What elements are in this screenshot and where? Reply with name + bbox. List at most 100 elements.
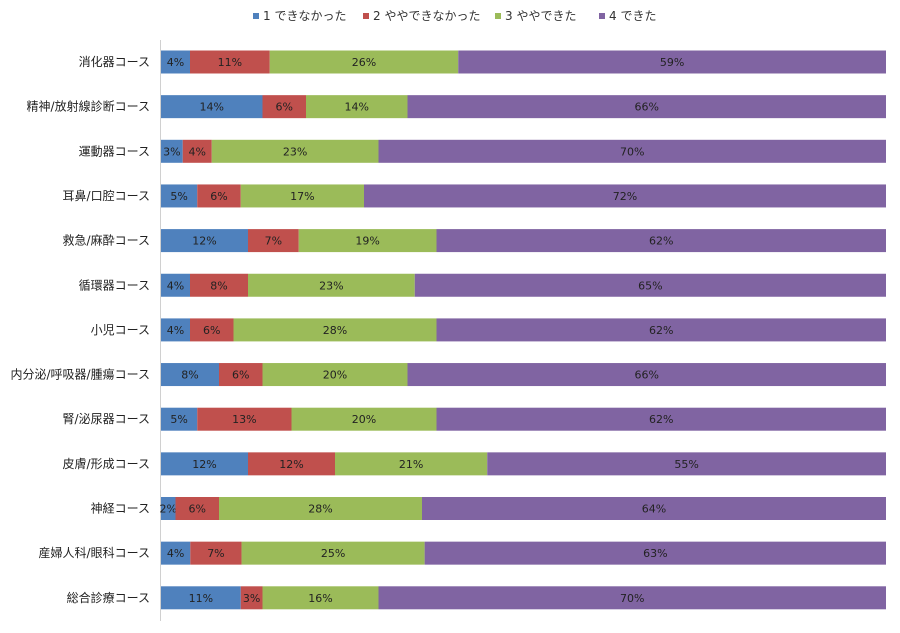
data-label: 72% <box>613 190 637 203</box>
data-label: 17% <box>290 190 314 203</box>
data-label: 5% <box>170 190 187 203</box>
bar-segment-3 <box>306 95 408 119</box>
data-label: 23% <box>319 279 343 292</box>
data-label: 62% <box>649 324 673 337</box>
bar-segment-1 <box>161 184 198 208</box>
bar-segment-2 <box>190 50 270 74</box>
data-label: 20% <box>323 369 347 382</box>
data-label: 20% <box>352 413 376 426</box>
bar-segment-2 <box>240 586 263 610</box>
category-label: 精神/放射線診断コース <box>27 99 150 114</box>
bar-segment-4 <box>407 363 886 387</box>
bars: 4% 11% 26% 59% 14% 6% 14% 66% 3% 4% 23% 70% 5% 6% 17% 7… <box>160 50 886 610</box>
data-label: 2% <box>160 503 177 516</box>
bar-segment-1 <box>161 497 176 520</box>
data-label: 14% <box>345 101 369 114</box>
data-label: 6% <box>232 369 249 382</box>
legend-swatch-4 <box>599 13 605 19</box>
bar-segment-2 <box>197 184 241 208</box>
bar-segment-4 <box>414 273 886 297</box>
category-label: 救急/麻酔コース <box>63 233 150 248</box>
bar-segment-3 <box>219 497 422 520</box>
legend-label-3: 3 ややできた <box>505 9 576 23</box>
data-label: 19% <box>355 235 379 248</box>
data-label: 7% <box>265 235 282 248</box>
data-label: 6% <box>189 503 206 516</box>
data-label: 4% <box>167 279 184 292</box>
data-label: 28% <box>323 324 347 337</box>
bar-segment-3 <box>335 452 488 476</box>
bar-segment-4 <box>364 184 886 208</box>
data-label: 66% <box>635 101 659 114</box>
bar-segment-1 <box>161 273 190 297</box>
bar-segment-4 <box>407 95 886 119</box>
data-label: 3% <box>243 592 260 605</box>
data-label: 55% <box>674 458 698 471</box>
bar-segment-1 <box>161 139 183 163</box>
data-label: 3% <box>163 145 180 158</box>
data-label: 11% <box>189 592 213 605</box>
bar-segment-3 <box>211 139 379 163</box>
bar-segment-3 <box>262 586 379 610</box>
category-label: 耳鼻/口腔コース <box>63 188 150 203</box>
data-label: 23% <box>283 145 307 158</box>
category-label: 神経コース <box>91 502 150 516</box>
bar-segment-2 <box>190 541 242 565</box>
legend-swatch-3 <box>495 13 501 19</box>
data-label: 8% <box>210 279 227 292</box>
data-label: 64% <box>642 503 666 516</box>
bar-segment-2 <box>190 273 248 297</box>
category-label: 循環器コース <box>79 278 150 292</box>
bar-segment-1 <box>161 363 219 387</box>
data-label: 62% <box>649 413 673 426</box>
data-label: 66% <box>635 369 659 382</box>
bar-segment-4 <box>458 50 886 74</box>
bar-segment-3 <box>233 318 437 342</box>
bar-segment-4 <box>424 541 886 565</box>
category-label: 産婦人科/眼科コース <box>39 545 150 560</box>
bar-segment-1 <box>161 50 190 74</box>
bar-segment-1 <box>161 407 198 431</box>
data-label: 26% <box>352 56 376 69</box>
category-label: 皮膚/形成コース <box>63 456 150 471</box>
bar-segment-4 <box>436 229 886 253</box>
data-label: 8% <box>181 369 198 382</box>
bar-segment-2 <box>248 229 299 253</box>
bar-segment-2 <box>182 139 212 163</box>
data-label: 13% <box>232 413 256 426</box>
data-label: 12% <box>192 235 216 248</box>
category-label: 内分泌/呼吸器/腫瘍コース <box>11 367 151 382</box>
category-label: 腎/泌尿器コース <box>63 412 150 426</box>
data-label: 5% <box>170 413 187 426</box>
bar-segment-1 <box>161 586 241 610</box>
data-label: 21% <box>399 458 423 471</box>
bar-segment-3 <box>262 363 408 387</box>
data-label: 6% <box>276 101 293 114</box>
data-label: 6% <box>210 190 227 203</box>
bar-segment-2 <box>175 497 219 520</box>
legend-label-4: 4 できた <box>609 9 656 23</box>
data-label: 11% <box>218 56 242 69</box>
bar-segment-1 <box>161 229 248 253</box>
data-label: 12% <box>192 458 216 471</box>
category-label: 小児コース <box>91 323 150 337</box>
data-label: 12% <box>279 458 303 471</box>
bar-segment-1 <box>161 452 248 476</box>
data-label: 28% <box>308 503 332 516</box>
bar-segment-1 <box>161 95 263 119</box>
data-label: 62% <box>649 235 673 248</box>
bar-segment-3 <box>269 50 459 74</box>
bar-segment-3 <box>241 541 425 565</box>
bar-segment-4 <box>487 452 886 476</box>
legend: 1 できなかった 2 ややできなかった 3 ややできた 4 できた <box>253 9 656 23</box>
bar-segment-4 <box>378 139 886 163</box>
category-labels: 消化器コース精神/放射線診断コース運動器コース耳鼻/口腔コース救急/麻酔コース循… <box>11 55 151 605</box>
data-label: 4% <box>189 145 206 158</box>
bar-segment-1 <box>161 318 190 342</box>
category-label: 運動器コース <box>79 144 150 158</box>
bar-segment-3 <box>298 229 437 253</box>
bar-segment-4 <box>436 318 886 342</box>
bar-segment-2 <box>197 407 292 431</box>
bar-segment-4 <box>436 407 886 431</box>
category-label: 消化器コース <box>79 55 150 69</box>
